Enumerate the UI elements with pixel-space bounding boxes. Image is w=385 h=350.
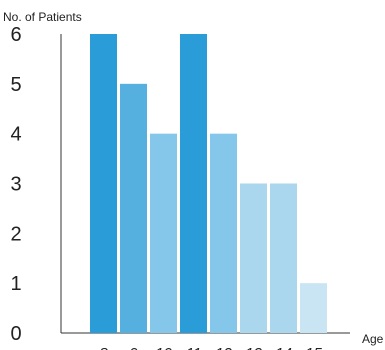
y-tick-label: 2 [10,223,21,245]
y-tick-label: 6 [10,24,21,46]
x-tick-label: 9 [129,345,138,350]
y-tick-label: 0 [10,323,21,345]
y-tick-label: 3 [10,174,21,196]
bars [90,34,327,333]
x-tick-label: 12 [215,345,232,350]
y-tick-label: 5 [10,74,21,96]
x-tick-label: 13 [245,345,262,350]
y-tick-labels: 0 1 2 3 4 5 6 [10,24,21,345]
x-tick-label: 15 [305,345,322,350]
y-axis-title: No. of Patients [3,10,82,24]
y-tick-label: 1 [10,273,21,295]
x-tick-labels: 8 9 10 11 12 13 14 15 [99,345,322,350]
bar-age-12 [210,134,237,333]
bar-age-13 [240,184,267,334]
bar-age-14 [270,184,297,334]
bar-age-9 [120,84,147,333]
x-tick-label: 8 [99,345,108,350]
x-axis-title: Age [362,332,384,346]
x-tick-label: 14 [275,345,292,350]
x-tick-label: 10 [155,345,172,350]
bar-age-11 [180,34,207,333]
bar-age-8 [90,34,117,333]
y-tick-label: 4 [10,124,21,146]
x-tick-label: 11 [186,345,202,350]
bar-age-15 [300,283,327,333]
bar-age-10 [150,134,177,333]
